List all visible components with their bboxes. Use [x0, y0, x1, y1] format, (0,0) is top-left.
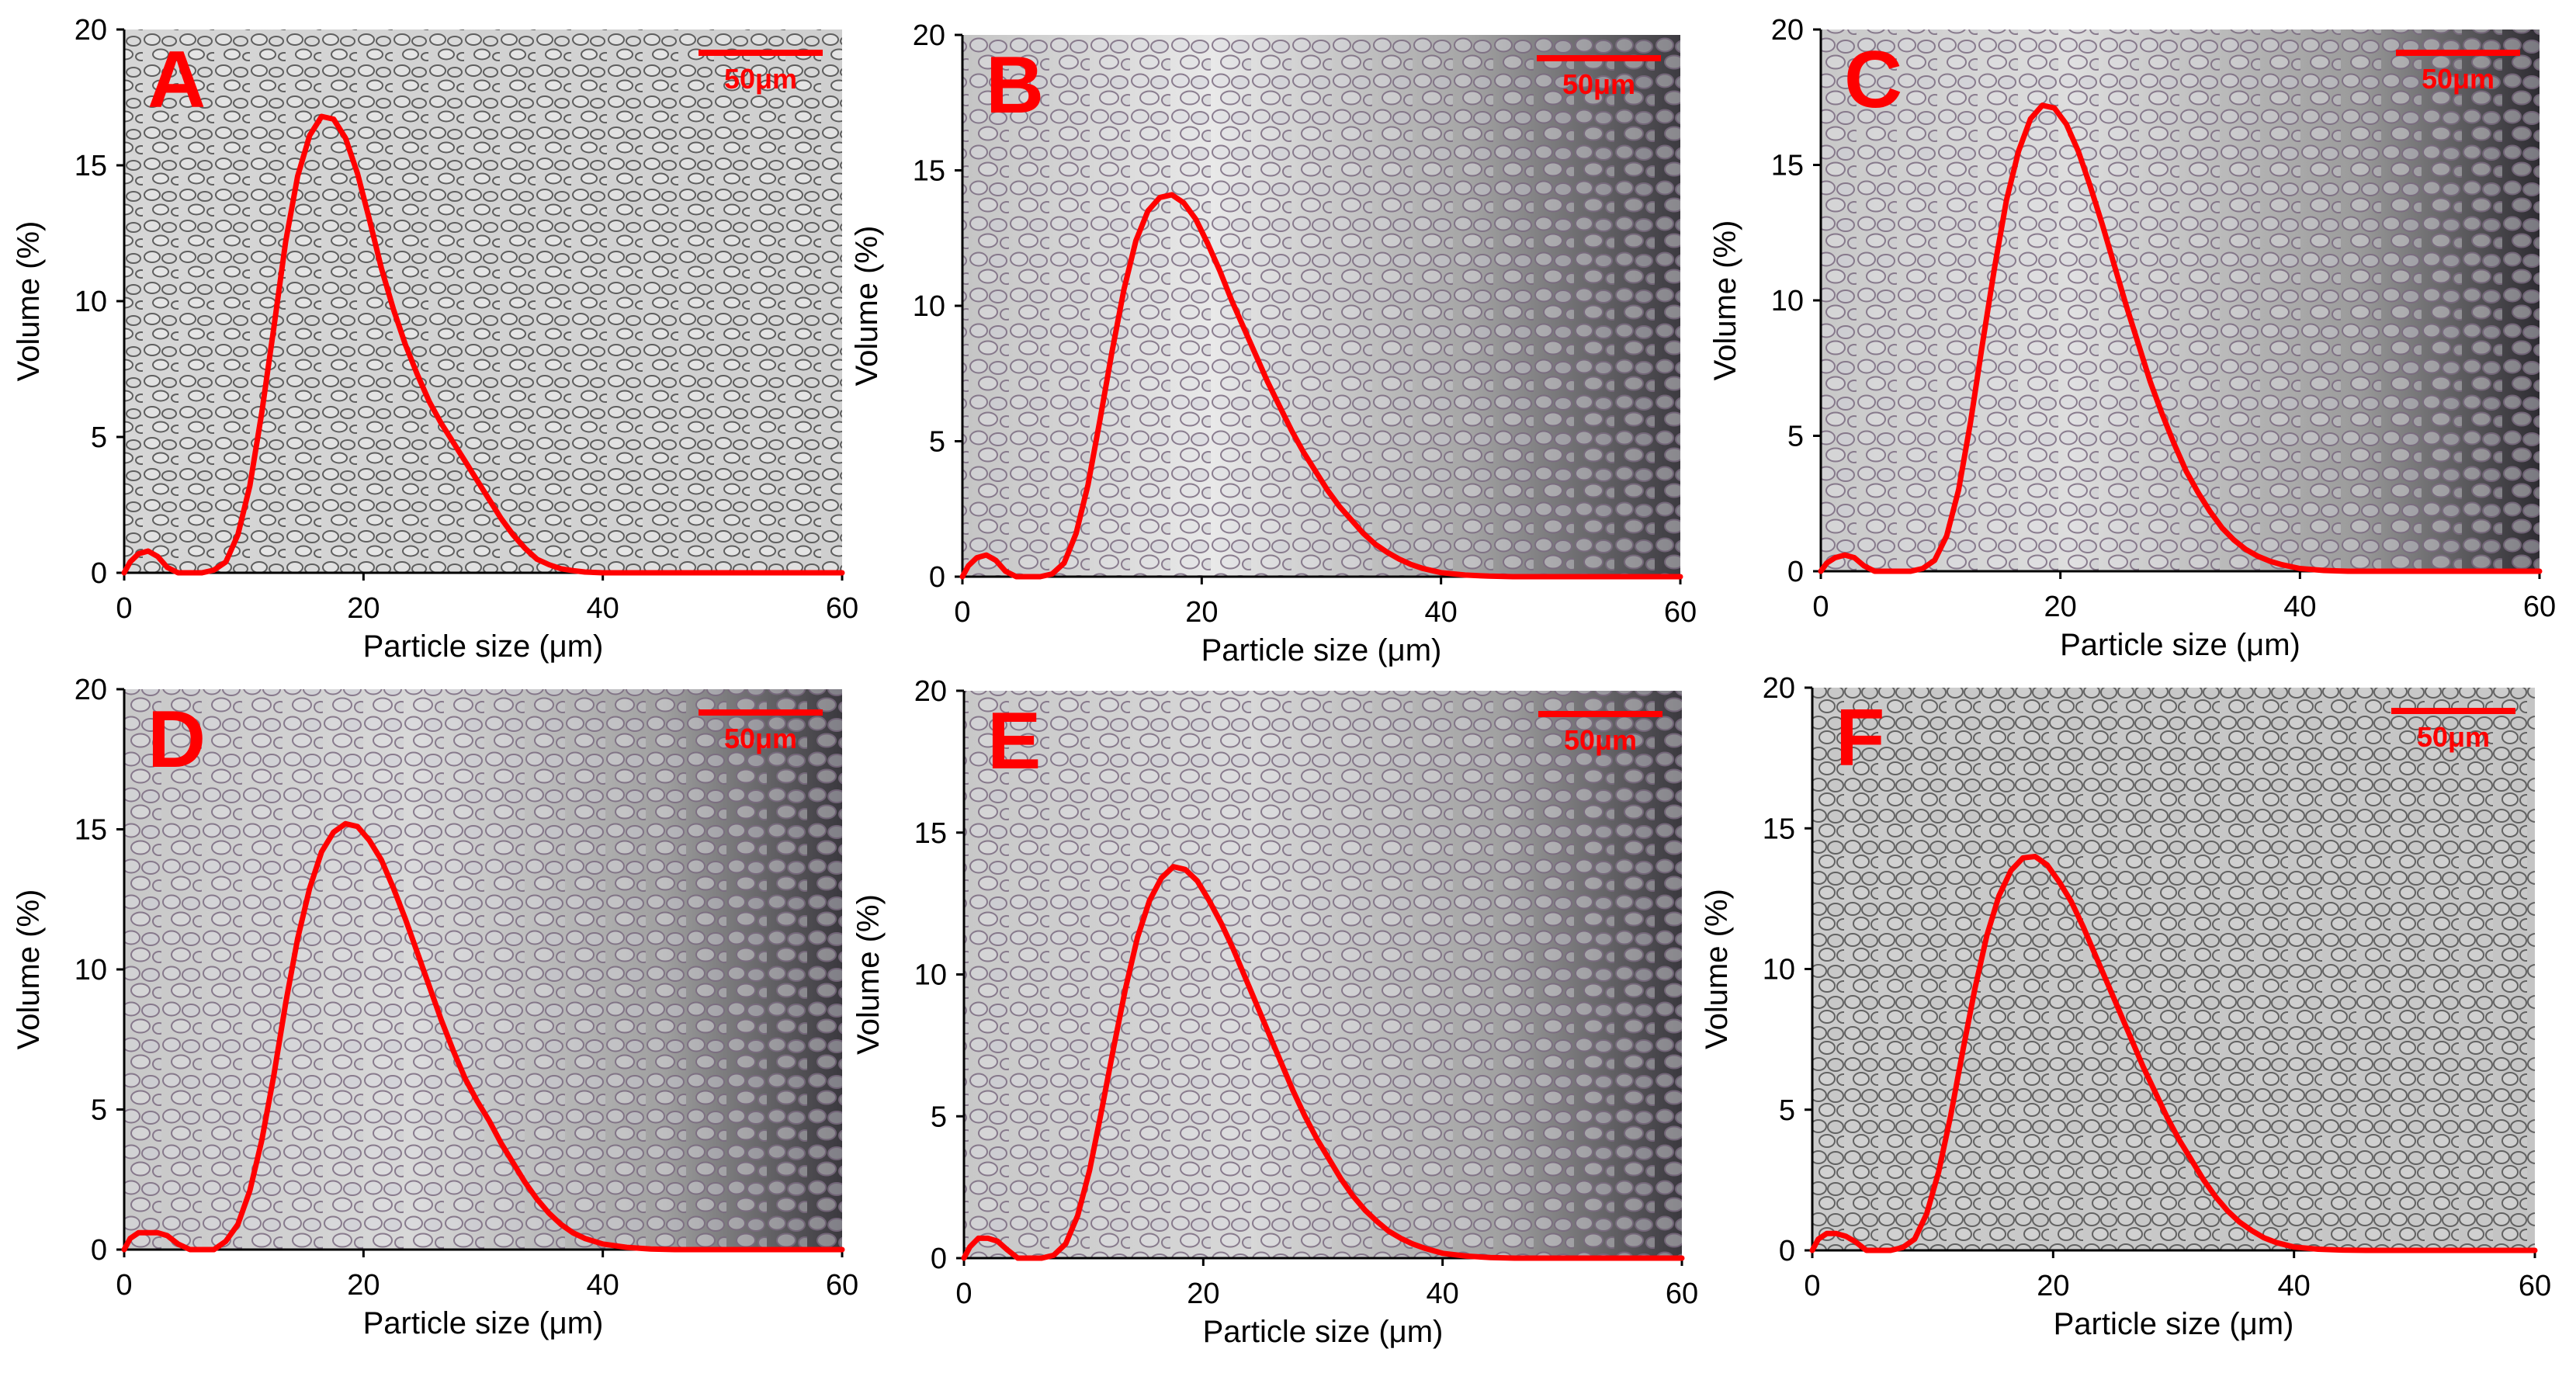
- chart-panel-b: 0 5 10 15 20 0 20 40 60 Particle size (μm) Volume …: [850, 19, 1697, 667]
- x-tick-label: 0: [955, 1278, 972, 1310]
- y-tick-label: 20: [75, 14, 107, 47]
- distribution-curve: [961, 864, 1685, 1261]
- scale-bar-label: 50μm: [1564, 724, 1637, 756]
- y-tick-label: 5: [931, 1101, 947, 1133]
- micrograph-granules: [962, 35, 1680, 577]
- y-tick-label: 5: [1779, 1094, 1795, 1127]
- chart-panel-e: 0 5 10 15 20 0 20 40 60 Particle size (μm) Volume …: [851, 675, 1698, 1349]
- x-tick-label: 60: [826, 1269, 858, 1302]
- y-axis-label: Volume (%): [12, 221, 46, 382]
- x-tick-label: 0: [116, 592, 132, 625]
- micrograph-granules: [1812, 688, 2535, 1250]
- x-tick-label: 0: [954, 596, 970, 629]
- chart-panel-f: 0 5 10 15 20 0 20 40 60 Particle size (μm) Volume …: [1700, 672, 2551, 1341]
- y-tick-label: 20: [1763, 672, 1795, 705]
- y-tick-label: 10: [75, 954, 107, 986]
- scale-bar-label: 50μm: [2422, 63, 2495, 95]
- y-axis-label: Volume (%): [851, 894, 886, 1055]
- panel-letter: A: [147, 35, 206, 125]
- x-tick-label: 40: [587, 592, 619, 625]
- x-axis-label: Particle size (μm): [1201, 633, 1442, 667]
- x-tick-label: 60: [1664, 596, 1697, 629]
- x-tick-label: 60: [2523, 591, 2556, 623]
- panel-letter: C: [1844, 35, 1902, 125]
- y-tick-label: 10: [1771, 285, 1804, 317]
- y-tick-label: 15: [75, 814, 107, 847]
- distribution-curve: [1818, 102, 2543, 574]
- x-tick-label: 40: [2278, 1270, 2311, 1302]
- y-tick-label: 20: [75, 674, 107, 706]
- micrograph-granules: [124, 29, 842, 573]
- y-tick-label: 15: [914, 817, 947, 850]
- y-axis-label: Volume (%): [850, 226, 884, 387]
- panel-letter: E: [987, 696, 1041, 786]
- panel-letter: D: [147, 695, 206, 785]
- x-tick-label: 40: [587, 1269, 619, 1302]
- micrograph-granules: [124, 689, 842, 1250]
- distribution-curve: [121, 113, 845, 576]
- chart-panel-a: 0 5 10 15 20 0 20 40 60 Particle size (μm) Volume …: [12, 14, 858, 664]
- y-axis-label: Volume (%): [1700, 889, 1734, 1049]
- x-axis-label: Particle size (μm): [2054, 1307, 2294, 1341]
- y-axis-label: Volume (%): [12, 889, 46, 1050]
- y-tick-label: 10: [914, 959, 947, 992]
- y-tick-label: 0: [1787, 556, 1804, 588]
- x-axis-label: Particle size (μm): [363, 629, 604, 664]
- y-tick-label: 10: [913, 290, 945, 323]
- x-axis-label: Particle size (μm): [1203, 1315, 1444, 1349]
- x-tick-label: 0: [1804, 1270, 1820, 1302]
- x-tick-label: 20: [2037, 1270, 2069, 1302]
- y-axis-label: Volume (%): [1708, 220, 1742, 381]
- y-tick-label: 5: [929, 426, 945, 459]
- x-tick-label: 20: [347, 1269, 380, 1302]
- x-tick-label: 60: [826, 592, 858, 625]
- y-tick-label: 10: [75, 286, 107, 318]
- scale-bar-label: 50μm: [2417, 721, 2490, 753]
- y-tick-label: 5: [1787, 421, 1804, 453]
- distribution-curve: [959, 192, 1683, 580]
- panel-letter: B: [986, 40, 1044, 130]
- y-tick-label: 20: [914, 675, 947, 708]
- y-tick-label: 0: [929, 561, 945, 594]
- x-tick-label: 20: [347, 592, 380, 625]
- scale-bar-label: 50μm: [1562, 68, 1635, 100]
- chart-panel-c: 0 5 10 15 20 0 20 40 60 Particle size (μm) Volume …: [1708, 14, 2556, 662]
- scale-bar-label: 50μm: [724, 723, 797, 754]
- panel-letter: F: [1836, 693, 1885, 783]
- x-tick-label: 60: [1666, 1278, 1698, 1310]
- y-tick-label: 10: [1763, 954, 1795, 986]
- x-tick-label: 0: [116, 1269, 132, 1302]
- x-tick-label: 0: [1812, 591, 1829, 623]
- y-tick-label: 15: [75, 150, 107, 182]
- x-tick-label: 40: [1427, 1278, 1459, 1310]
- distribution-curve: [1809, 854, 2538, 1253]
- y-tick-label: 15: [913, 155, 945, 188]
- y-tick-label: 0: [1779, 1235, 1795, 1267]
- y-tick-label: 0: [91, 557, 107, 590]
- y-tick-label: 15: [1771, 150, 1804, 182]
- y-tick-label: 5: [91, 1094, 107, 1127]
- micrograph-granules: [964, 691, 1682, 1258]
- distribution-curve: [121, 820, 845, 1253]
- x-tick-label: 20: [1187, 1278, 1219, 1310]
- chart-panel-d: 0 5 10 15 20 0 20 40 60 Particle size (μm) Volume …: [12, 674, 858, 1340]
- x-tick-label: 60: [2519, 1270, 2551, 1302]
- x-tick-label: 40: [1425, 596, 1458, 629]
- y-tick-label: 15: [1763, 813, 1795, 845]
- micrograph-granules: [1821, 29, 2540, 571]
- y-tick-label: 0: [91, 1234, 107, 1267]
- x-tick-label: 40: [2283, 591, 2316, 623]
- x-axis-label: Particle size (μm): [2060, 628, 2300, 662]
- x-tick-label: 20: [1185, 596, 1218, 629]
- y-tick-label: 20: [1771, 14, 1804, 47]
- y-tick-label: 0: [931, 1243, 947, 1275]
- x-axis-label: Particle size (μm): [363, 1306, 604, 1340]
- y-tick-label: 20: [913, 19, 945, 52]
- y-tick-label: 5: [91, 421, 107, 454]
- x-tick-label: 20: [2044, 591, 2077, 623]
- scale-bar-label: 50μm: [724, 63, 797, 95]
